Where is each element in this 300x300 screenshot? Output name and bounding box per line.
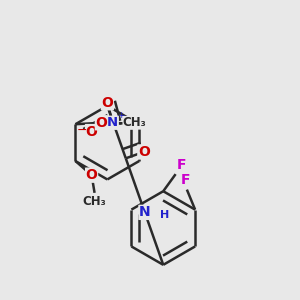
Text: CH₃: CH₃ [123, 116, 147, 129]
Text: F: F [181, 173, 190, 187]
Text: F: F [177, 158, 187, 172]
Text: H: H [160, 210, 169, 220]
Text: O: O [85, 124, 98, 139]
Text: O: O [86, 168, 98, 182]
Text: O: O [95, 116, 107, 130]
Text: CH₃: CH₃ [83, 195, 106, 208]
Text: O: O [101, 96, 113, 110]
Text: +: + [117, 111, 124, 120]
Text: O: O [138, 145, 150, 159]
Text: N: N [139, 206, 151, 219]
Text: N: N [107, 116, 118, 129]
Text: −: − [76, 124, 87, 136]
